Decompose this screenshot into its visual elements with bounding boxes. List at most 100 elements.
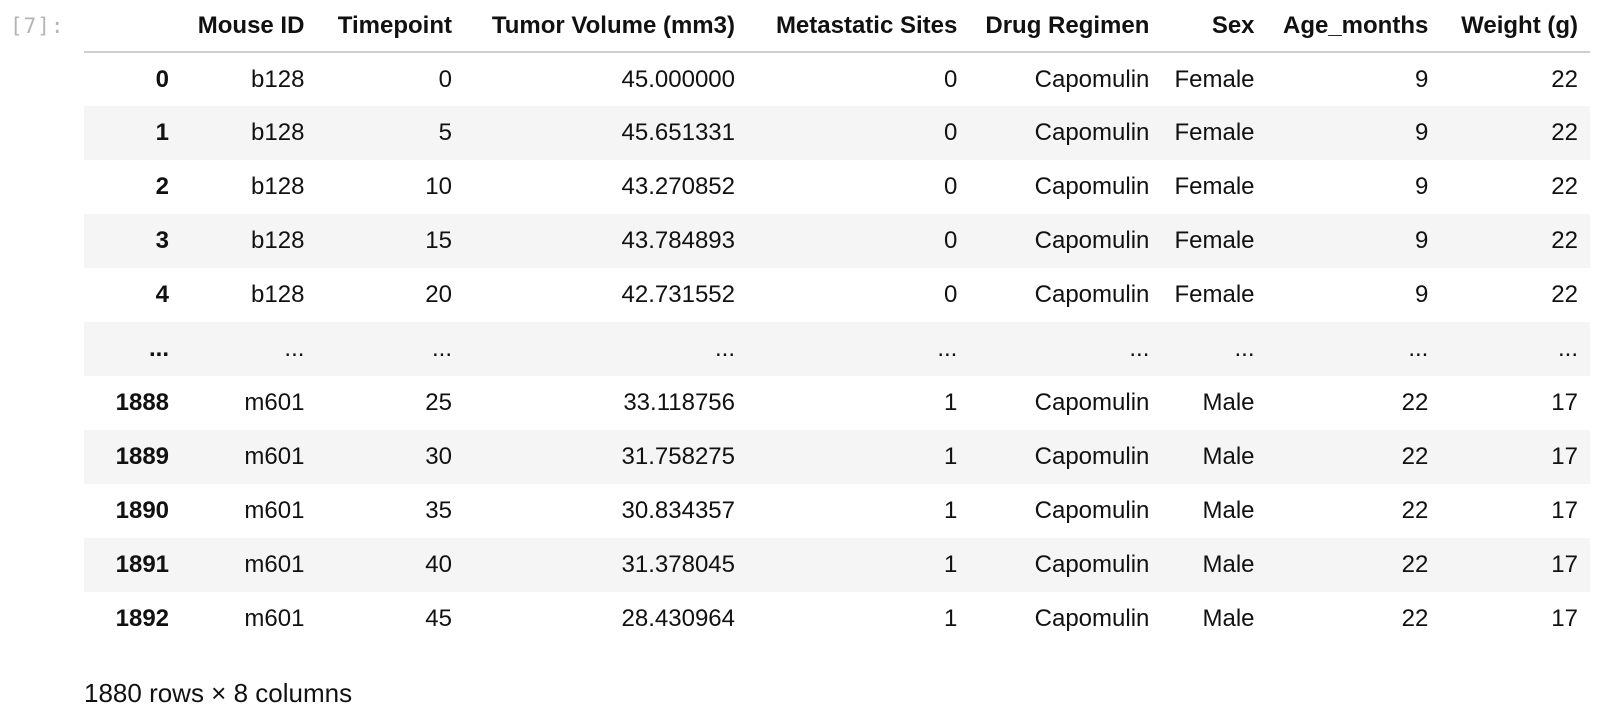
cell-age-months: 9: [1414, 227, 1429, 254]
cell-timepoint: 25: [425, 389, 452, 416]
cell-metastatic-sites: 0: [943, 173, 958, 200]
cell-timepoint: 35: [425, 497, 452, 524]
cell-tumor-volume: 33.118756: [623, 389, 735, 416]
cell-mouse-id: m601: [244, 389, 305, 416]
table-row: 0 b128 0 45.000000 0 Capomulin Female 9 …: [84, 52, 1590, 106]
row-index: 0: [155, 65, 170, 93]
cell-drug-regimen: Capomulin: [1034, 65, 1150, 93]
cell-drug-regimen: Capomulin: [1034, 281, 1150, 308]
cell-sex: Female: [1174, 119, 1255, 146]
cell-age-months: 9: [1414, 173, 1429, 200]
cell-mouse-id: m601: [244, 443, 305, 470]
cell-mouse-id: ...: [284, 335, 305, 362]
cell-execution-prompt: [7]:: [10, 14, 65, 38]
cell-tumor-volume: 28.430964: [621, 605, 735, 632]
cell-mouse-id: b128: [251, 173, 305, 200]
cell-metastatic-sites: 1: [943, 389, 958, 416]
cell-age-months: 9: [1414, 119, 1429, 146]
cell-drug-regimen: Capomulin: [1034, 497, 1150, 524]
header-mouse-id: Mouse ID: [181, 0, 317, 53]
cell-mouse-id: b128: [251, 119, 305, 146]
cell-age-months: 9: [1414, 65, 1429, 93]
cell-timepoint: 5: [438, 119, 452, 146]
cell-mouse-id: m601: [244, 497, 305, 524]
row-index: 1890: [115, 497, 170, 524]
cell-age-months: 22: [1401, 443, 1429, 470]
table-row-ellipsis: ... ... ... ... ... ... ... ... ...: [84, 322, 1590, 376]
cell-mouse-id: m601: [244, 605, 305, 632]
cell-drug-regimen: Capomulin: [1034, 551, 1150, 578]
dataframe-shape-summary: 1880 rows × 8 columns: [84, 678, 353, 708]
dataframe-table: Mouse ID Timepoint Tumor Volume (mm3) Me…: [84, 0, 1590, 646]
cell-sex: ...: [1234, 335, 1255, 362]
cell-tumor-volume: 43.270852: [621, 173, 735, 200]
cell-mouse-id: m601: [244, 551, 305, 578]
cell-weight: 22: [1551, 227, 1578, 254]
cell-metastatic-sites: 0: [943, 281, 958, 308]
cell-tumor-volume: 31.378045: [621, 551, 735, 578]
cell-weight: 17: [1551, 551, 1578, 578]
cell-weight: 17: [1551, 605, 1578, 632]
table-header: Mouse ID Timepoint Tumor Volume (mm3) Me…: [84, 0, 1590, 53]
cell-weight: 22: [1551, 65, 1578, 93]
cell-timepoint: 15: [425, 227, 452, 254]
cell-drug-regimen: ...: [1129, 335, 1150, 362]
cell-tumor-volume: ...: [714, 335, 735, 362]
row-index: 1891: [115, 551, 170, 578]
cell-timepoint: ...: [431, 335, 452, 362]
cell-metastatic-sites: ...: [937, 335, 958, 362]
table-row: 1 b128 5 45.651331 0 Capomulin Female 9 …: [84, 106, 1590, 160]
cell-sex: Male: [1202, 605, 1255, 632]
cell-age-months: 22: [1401, 551, 1429, 578]
cell-metastatic-sites: 0: [943, 65, 958, 93]
cell-weight: 22: [1551, 281, 1578, 308]
cell-mouse-id: b128: [251, 65, 305, 93]
header-sex: Sex: [1161, 0, 1267, 53]
cell-metastatic-sites: 0: [943, 119, 958, 146]
table-row: 4 b128 20 42.731552 0 Capomulin Female 9…: [84, 268, 1590, 322]
cell-metastatic-sites: 0: [943, 227, 958, 254]
cell-timepoint: 30: [425, 443, 452, 470]
cell-tumor-volume: 31.758275: [621, 443, 735, 470]
cell-sex: Female: [1174, 281, 1255, 308]
cell-timepoint: 0: [438, 65, 452, 93]
cell-timepoint: 10: [425, 173, 452, 200]
table-row: 1891 m601 40 31.378045 1 Capomulin Male …: [84, 538, 1590, 592]
header-tumor-volume: Tumor Volume (mm3): [464, 0, 747, 53]
cell-metastatic-sites: 1: [943, 443, 958, 470]
header-timepoint: Timepoint: [316, 0, 464, 53]
row-index: 1: [155, 119, 170, 146]
cell-sex: Female: [1174, 65, 1255, 93]
row-index: 2: [155, 173, 170, 200]
header-age-months: Age_months: [1266, 0, 1441, 53]
cell-tumor-volume: 45.000000: [621, 65, 735, 93]
header-row: Mouse ID Timepoint Tumor Volume (mm3) Me…: [84, 0, 1590, 53]
cell-timepoint: 20: [425, 281, 452, 308]
header-weight: Weight (g): [1440, 0, 1590, 53]
cell-drug-regimen: Capomulin: [1034, 389, 1150, 416]
cell-weight: 22: [1551, 173, 1578, 200]
cell-drug-regimen: Capomulin: [1034, 119, 1150, 146]
header-drug-regimen: Drug Regimen: [969, 0, 1162, 53]
cell-sex: Male: [1202, 551, 1255, 578]
cell-drug-regimen: Capomulin: [1034, 443, 1150, 470]
cell-drug-regimen: Capomulin: [1034, 227, 1150, 254]
cell-sex: Male: [1202, 443, 1255, 470]
cell-mouse-id: b128: [251, 227, 305, 254]
cell-tumor-volume: 30.834357: [621, 497, 735, 524]
cell-weight: 22: [1551, 119, 1578, 146]
cell-drug-regimen: Capomulin: [1034, 605, 1150, 632]
cell-age-months: 22: [1401, 497, 1429, 524]
row-index: 1889: [115, 443, 170, 470]
cell-sex: Male: [1202, 389, 1255, 416]
row-index: 1892: [115, 605, 170, 632]
cell-weight: ...: [1557, 335, 1578, 362]
cell-sex: Male: [1202, 497, 1255, 524]
table-row: 2 b128 10 43.270852 0 Capomulin Female 9…: [84, 160, 1590, 214]
row-index: ...: [149, 335, 170, 362]
cell-weight: 17: [1551, 497, 1578, 524]
table-row: 1889 m601 30 31.758275 1 Capomulin Male …: [84, 430, 1590, 484]
row-index: 1888: [115, 389, 170, 416]
cell-drug-regimen: Capomulin: [1034, 173, 1150, 200]
row-index: 3: [155, 227, 170, 254]
